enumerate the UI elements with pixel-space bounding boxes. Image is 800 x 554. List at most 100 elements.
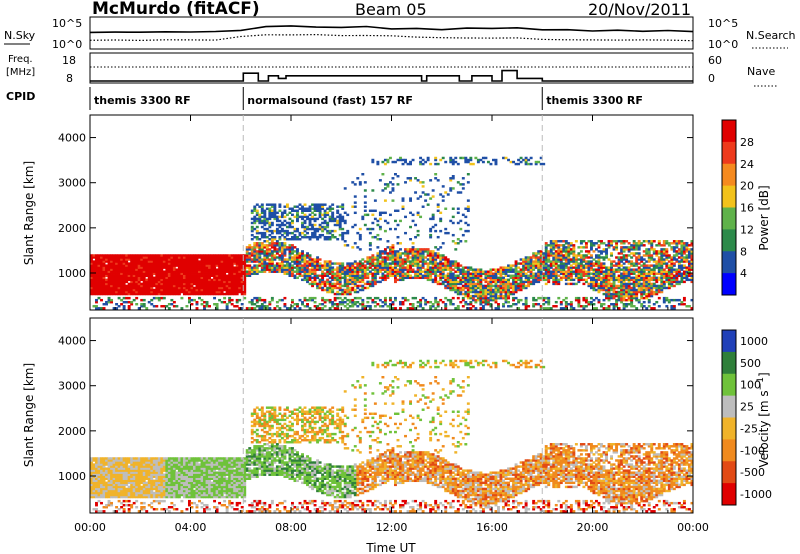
power-cell (602, 276, 606, 280)
power-cell (589, 278, 593, 282)
power-cell (102, 254, 106, 257)
power-cell (95, 258, 98, 261)
power-cell (499, 282, 503, 286)
power-cell (175, 282, 179, 286)
power-cell (208, 284, 211, 288)
power-cell (466, 268, 470, 271)
power-cell (285, 225, 289, 229)
power-cell (90, 260, 93, 263)
power-cell (182, 254, 186, 257)
power-cell (92, 292, 96, 296)
power-cell (469, 272, 473, 275)
power-cell (208, 282, 211, 286)
power-cell (469, 296, 473, 300)
power-cell (343, 272, 347, 275)
power-cell (343, 278, 347, 282)
power-cell (125, 296, 129, 300)
power-cell (145, 262, 149, 265)
power-cell (552, 260, 556, 263)
power-cell (268, 248, 272, 251)
power-cell (213, 256, 217, 259)
power-cell (280, 215, 284, 219)
power-cell (449, 284, 453, 288)
power-cell (343, 282, 347, 286)
power-cell (293, 238, 297, 241)
power-cell (298, 233, 302, 237)
power-cell (401, 252, 405, 255)
power-cell (306, 303, 309, 306)
power-cell (645, 276, 649, 280)
power-cell (557, 246, 561, 249)
power-cell (291, 268, 294, 271)
power-cell (519, 270, 523, 273)
power-cell (333, 296, 337, 300)
power-cell (579, 270, 583, 273)
power-cell (650, 290, 654, 294)
power-cell (657, 262, 661, 265)
power-cell (117, 262, 121, 265)
power-cell (142, 290, 146, 294)
power-cell (240, 262, 244, 265)
power-cell (303, 221, 307, 225)
power-cell (122, 292, 126, 296)
power-cell (253, 250, 257, 253)
power-cell (441, 268, 445, 271)
power-cell (567, 248, 571, 251)
power-cell (346, 278, 350, 282)
power-cell (97, 288, 101, 292)
power-cell (341, 217, 345, 221)
power-cell (155, 256, 159, 259)
power-cell (637, 278, 641, 282)
power-cell (112, 278, 116, 282)
power-cell (602, 262, 606, 265)
power-cell (519, 156, 523, 160)
power-cell (441, 199, 445, 202)
power-cell (333, 268, 337, 271)
power-cell (569, 244, 573, 247)
power-cell (255, 266, 259, 269)
power-cell (160, 254, 164, 257)
power-cell (625, 254, 629, 257)
power-cell (268, 223, 272, 227)
power-cell (100, 276, 103, 280)
power-cell (466, 223, 470, 227)
power-cell (233, 284, 237, 288)
power-cell (484, 284, 488, 288)
power-cell (391, 246, 395, 249)
power-cell (615, 270, 619, 273)
power-cell (451, 207, 455, 210)
power-cell (429, 256, 433, 259)
power-cell (112, 292, 116, 296)
power-cell (361, 262, 365, 265)
power-cell (115, 270, 119, 273)
power-cell (155, 270, 159, 273)
power-cell (177, 292, 181, 296)
power-cell (434, 158, 438, 162)
power-cell (582, 278, 586, 282)
power-cell (110, 258, 114, 261)
power-cell (444, 307, 448, 310)
power-cell (296, 305, 299, 308)
power-cell (341, 298, 345, 302)
power-cell (404, 252, 407, 255)
power-cell (569, 276, 573, 280)
power-cell (263, 260, 267, 263)
power-cell (409, 274, 412, 277)
power-cell (484, 288, 488, 292)
power-cell (243, 284, 247, 288)
power-cell (383, 262, 387, 265)
power-cell (439, 260, 443, 263)
power-cell (180, 307, 184, 310)
power-cell (524, 266, 528, 269)
power-cell (662, 268, 666, 271)
power-cell (288, 223, 292, 227)
power-cell (107, 300, 111, 304)
power-cell (592, 244, 596, 247)
power-cell (187, 296, 191, 300)
power-cell (112, 307, 116, 310)
power-cell (273, 307, 277, 310)
power-cell (409, 238, 412, 241)
power-cell (474, 274, 478, 277)
power-cell (542, 258, 546, 261)
power-cell (612, 305, 616, 308)
